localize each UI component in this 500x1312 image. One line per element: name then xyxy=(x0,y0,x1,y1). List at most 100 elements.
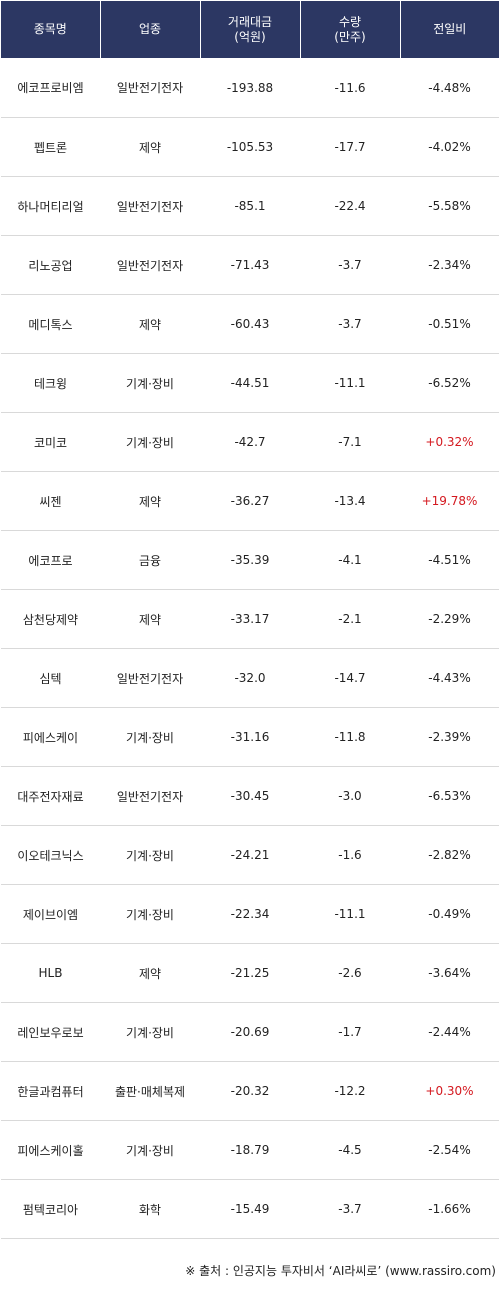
sector-cell: 일반전기전자 xyxy=(100,235,200,295)
change-cell: -2.29% xyxy=(400,589,499,649)
volume-cell: -3.7 xyxy=(300,294,400,354)
table-row: 에코프로 금융 -35.39 -4.1 -4.51% xyxy=(1,530,499,590)
change-cell: -4.51% xyxy=(400,530,499,590)
amount-cell: -33.17 xyxy=(200,589,300,649)
volume-cell: -4.1 xyxy=(300,530,400,590)
volume-cell: -1.6 xyxy=(300,825,400,885)
amount-cell: -60.43 xyxy=(200,294,300,354)
change-cell: -5.58% xyxy=(400,176,499,236)
sector-cell: 일반전기전자 xyxy=(100,58,200,118)
change-cell: -2.34% xyxy=(400,235,499,295)
stock-name-cell: 에코프로 xyxy=(1,530,100,590)
stock-name-cell: 메디톡스 xyxy=(1,294,100,354)
change-cell: -1.66% xyxy=(400,1179,499,1239)
volume-cell: -2.1 xyxy=(300,589,400,649)
stock-name-cell: 심텍 xyxy=(1,648,100,708)
amount-cell: -193.88 xyxy=(200,58,300,118)
table-row: 피에스케이 기계·장비 -31.16 -11.8 -2.39% xyxy=(1,707,499,767)
stock-name-cell: 피에스케이홀 xyxy=(1,1120,100,1180)
change-cell: -2.39% xyxy=(400,707,499,767)
stock-name-cell: 펩트론 xyxy=(1,117,100,177)
change-cell: -0.51% xyxy=(400,294,499,354)
stock-name-cell: 피에스케이 xyxy=(1,707,100,767)
amount-cell: -24.21 xyxy=(200,825,300,885)
sector-cell: 제약 xyxy=(100,943,200,1003)
volume-cell: -3.7 xyxy=(300,1179,400,1239)
table-row: 이오테크닉스 기계·장비 -24.21 -1.6 -2.82% xyxy=(1,825,499,885)
table-row: 펩트론 제약 -105.53 -17.7 -4.02% xyxy=(1,117,499,177)
amount-cell: -21.25 xyxy=(200,943,300,1003)
stock-name-cell: 이오테크닉스 xyxy=(1,825,100,885)
change-cell: +0.30% xyxy=(400,1061,499,1121)
table-row: 삼천당제약 제약 -33.17 -2.1 -2.29% xyxy=(1,589,499,649)
sector-cell: 일반전기전자 xyxy=(100,648,200,708)
change-cell: -2.54% xyxy=(400,1120,499,1180)
sector-cell: 제약 xyxy=(100,117,200,177)
table-row: 펌텍코리아 화학 -15.49 -3.7 -1.66% xyxy=(1,1179,499,1239)
sector-cell: 제약 xyxy=(100,589,200,649)
amount-cell: -42.7 xyxy=(200,412,300,472)
table-row: 하나머티리얼 일반전기전자 -85.1 -22.4 -5.58% xyxy=(1,176,499,236)
table-row: 코미코 기계·장비 -42.7 -7.1 +0.32% xyxy=(1,412,499,472)
volume-cell: -22.4 xyxy=(300,176,400,236)
stock-name-cell: 레인보우로보 xyxy=(1,1002,100,1062)
amount-cell: -20.69 xyxy=(200,1002,300,1062)
table-row: 레인보우로보 기계·장비 -20.69 -1.7 -2.44% xyxy=(1,1002,499,1062)
amount-cell: -20.32 xyxy=(200,1061,300,1121)
header-volume-line1: 수량 xyxy=(338,14,362,29)
sector-cell: 금융 xyxy=(100,530,200,590)
stock-name-cell: 한글과컴퓨터 xyxy=(1,1061,100,1121)
change-cell: -4.43% xyxy=(400,648,499,708)
sector-cell: 기계·장비 xyxy=(100,1002,200,1062)
change-cell: +0.32% xyxy=(400,412,499,472)
amount-cell: -85.1 xyxy=(200,176,300,236)
sector-cell: 기계·장비 xyxy=(100,353,200,413)
sector-cell: 일반전기전자 xyxy=(100,766,200,826)
volume-cell: -12.2 xyxy=(300,1061,400,1121)
change-cell: -2.82% xyxy=(400,825,499,885)
stock-name-cell: HLB xyxy=(1,943,100,1003)
source-note: ※ 출처 : 인공지능 투자비서 ‘AI라씨로’ (www.rassiro.co… xyxy=(185,1264,496,1278)
sector-cell: 제약 xyxy=(100,471,200,531)
amount-cell: -22.34 xyxy=(200,884,300,944)
volume-cell: -13.4 xyxy=(300,471,400,531)
volume-cell: -11.1 xyxy=(300,884,400,944)
header-amount-line2: (억원) xyxy=(234,29,266,44)
change-cell: -4.02% xyxy=(400,117,499,177)
volume-cell: -7.1 xyxy=(300,412,400,472)
header-amount: 거래대금 (억원) xyxy=(200,1,301,58)
stock-name-cell: 에코프로비엠 xyxy=(1,58,100,118)
table-row: 씨젠 제약 -36.27 -13.4 +19.78% xyxy=(1,471,499,531)
volume-cell: -3.0 xyxy=(300,766,400,826)
volume-cell: -11.1 xyxy=(300,353,400,413)
amount-cell: -36.27 xyxy=(200,471,300,531)
volume-cell: -3.7 xyxy=(300,235,400,295)
trading-table: 종목명 업종 거래대금 (억원) 수량 (만주) 전일비 에코프로비엠 일반전기전… xyxy=(1,1,499,1239)
table-row: 대주전자재료 일반전기전자 -30.45 -3.0 -6.53% xyxy=(1,766,499,826)
stock-name-cell: 하나머티리얼 xyxy=(1,176,100,236)
table-row: 제이브이엠 기계·장비 -22.34 -11.1 -0.49% xyxy=(1,884,499,944)
table-body: 에코프로비엠 일반전기전자 -193.88 -11.6 -4.48% 펩트론 제약 -105.… xyxy=(1,58,499,1239)
sector-cell: 기계·장비 xyxy=(100,825,200,885)
amount-cell: -44.51 xyxy=(200,353,300,413)
table-header: 종목명 업종 거래대금 (억원) 수량 (만주) 전일비 xyxy=(1,1,499,58)
sector-cell: 출판·매체복제 xyxy=(100,1061,200,1121)
amount-cell: -15.49 xyxy=(200,1179,300,1239)
header-amount-line1: 거래대금 xyxy=(227,14,273,29)
header-row: 종목명 업종 거래대금 (억원) 수량 (만주) 전일비 xyxy=(1,1,499,58)
volume-cell: -1.7 xyxy=(300,1002,400,1062)
volume-cell: -11.6 xyxy=(300,58,400,118)
stock-name-cell: 테크윙 xyxy=(1,353,100,413)
table-row: 피에스케이홀 기계·장비 -18.79 -4.5 -2.54% xyxy=(1,1120,499,1180)
change-cell: -6.53% xyxy=(400,766,499,826)
sector-cell: 일반전기전자 xyxy=(100,176,200,236)
amount-cell: -105.53 xyxy=(200,117,300,177)
stock-name-cell: 씨젠 xyxy=(1,471,100,531)
change-cell: -2.44% xyxy=(400,1002,499,1062)
amount-cell: -32.0 xyxy=(200,648,300,708)
header-name: 종목명 xyxy=(1,1,101,58)
table-row: HLB 제약 -21.25 -2.6 -3.64% xyxy=(1,943,499,1003)
table-row: 에코프로비엠 일반전기전자 -193.88 -11.6 -4.48% xyxy=(1,58,499,118)
stock-name-cell: 펌텍코리아 xyxy=(1,1179,100,1239)
